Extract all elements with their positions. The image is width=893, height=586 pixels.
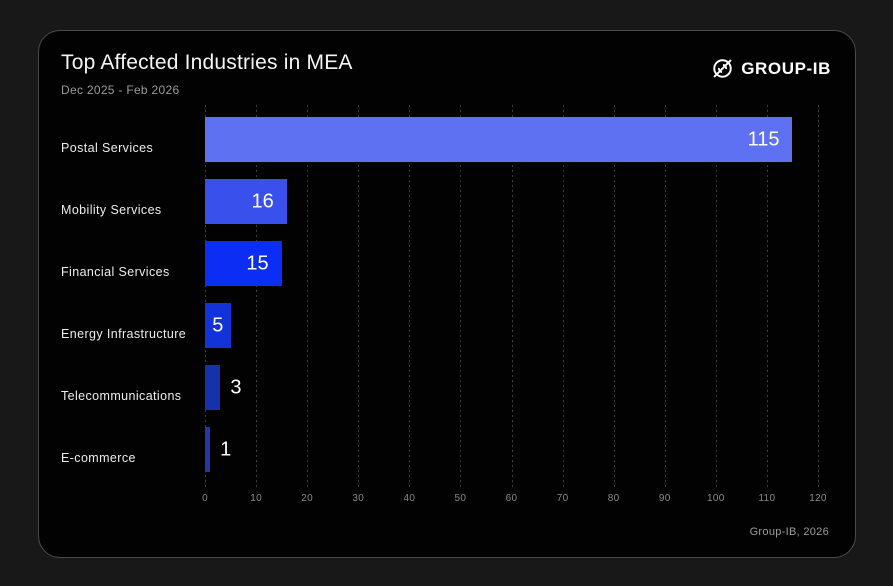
gridline bbox=[613, 105, 615, 487]
bar-track: 3 bbox=[205, 365, 818, 410]
bar: 5 bbox=[205, 303, 231, 348]
bar: 115 bbox=[205, 117, 793, 162]
bar-track: 16 bbox=[205, 179, 818, 224]
chart-row: E-commerce 1 bbox=[61, 427, 818, 489]
category-label: E-commerce bbox=[61, 451, 136, 465]
category-label: Postal Services bbox=[61, 141, 154, 155]
plot-area bbox=[205, 105, 819, 487]
bar-track: 5 bbox=[205, 303, 818, 348]
chart-row: Postal Services 115 bbox=[61, 117, 818, 179]
gridline bbox=[256, 105, 258, 487]
gridline bbox=[818, 105, 819, 487]
gridline bbox=[307, 105, 309, 487]
bar-track: 15 bbox=[205, 241, 818, 286]
gridline bbox=[766, 105, 768, 487]
chart-subtitle: Dec 2025 - Feb 2026 bbox=[61, 83, 180, 97]
gridline bbox=[358, 105, 360, 487]
bar bbox=[205, 427, 211, 472]
x-tick-label: 60 bbox=[505, 493, 518, 504]
value-label: 16 bbox=[251, 190, 274, 212]
bar: 15 bbox=[205, 241, 282, 286]
value-label: 115 bbox=[747, 128, 780, 150]
chart-title: Top Affected Industries in MEA bbox=[61, 51, 353, 74]
gridline bbox=[205, 105, 206, 487]
chart-row: Mobility Services 16 bbox=[61, 179, 818, 241]
value-label: 5 bbox=[212, 314, 224, 336]
bar: 16 bbox=[205, 179, 287, 224]
category-label: Mobility Services bbox=[61, 203, 162, 217]
x-tick-label: 90 bbox=[658, 493, 671, 504]
bar-track: 115 bbox=[205, 117, 818, 162]
x-tick-label: 120 bbox=[809, 493, 827, 504]
x-tick-label: 30 bbox=[352, 493, 365, 504]
gridline bbox=[664, 105, 666, 487]
bar-track: 1 bbox=[205, 427, 818, 472]
x-tick-label: 100 bbox=[707, 493, 725, 504]
group-ib-logo-icon bbox=[711, 57, 734, 80]
bar-chart: Postal Services 115 Mobility Services 16 Fin… bbox=[61, 105, 827, 507]
chart-header: Top Affected Industries in MEA Dec 2025 … bbox=[61, 51, 831, 97]
category-label: Energy Infrastructure bbox=[61, 327, 187, 341]
value-label: 15 bbox=[246, 252, 269, 274]
gridline bbox=[511, 105, 513, 487]
x-tick-label: 20 bbox=[301, 493, 314, 504]
x-tick-label: 110 bbox=[758, 493, 776, 504]
x-tick-label: 10 bbox=[250, 493, 262, 504]
x-tick-label: 40 bbox=[403, 493, 416, 504]
gridline bbox=[409, 105, 411, 487]
category-label: Telecommunications bbox=[61, 389, 182, 403]
gridline bbox=[715, 105, 717, 487]
x-axis: 0 10 20 30 40 50 60 70 80 90 100 110 120 bbox=[202, 493, 826, 507]
x-tick-label: 50 bbox=[454, 493, 467, 504]
brand-logo: GROUP-IB bbox=[711, 57, 831, 80]
x-tick-label: 80 bbox=[607, 493, 620, 504]
footer-credit: Group-IB, 2026 bbox=[749, 526, 829, 538]
value-label: 1 bbox=[220, 438, 232, 460]
title-block: Top Affected Industries in MEA Dec 2025 … bbox=[61, 51, 353, 97]
bar bbox=[205, 365, 221, 410]
brand-name: GROUP-IB bbox=[741, 58, 831, 78]
chart-card: Top Affected Industries in MEA Dec 2025 … bbox=[38, 30, 856, 558]
gridline bbox=[562, 105, 564, 487]
gridline bbox=[460, 105, 462, 487]
x-tick-label: 0 bbox=[202, 493, 208, 504]
category-label: Financial Services bbox=[61, 265, 170, 279]
value-label: 3 bbox=[230, 376, 242, 398]
chart-rows: Postal Services 115 Mobility Services 16 Fin… bbox=[61, 117, 818, 489]
chart-row: Telecommunications 3 bbox=[61, 365, 818, 427]
x-tick-label: 70 bbox=[556, 493, 569, 504]
chart-row: Financial Services 15 bbox=[61, 241, 818, 303]
chart-row: Energy Infrastructure 5 bbox=[61, 303, 818, 365]
